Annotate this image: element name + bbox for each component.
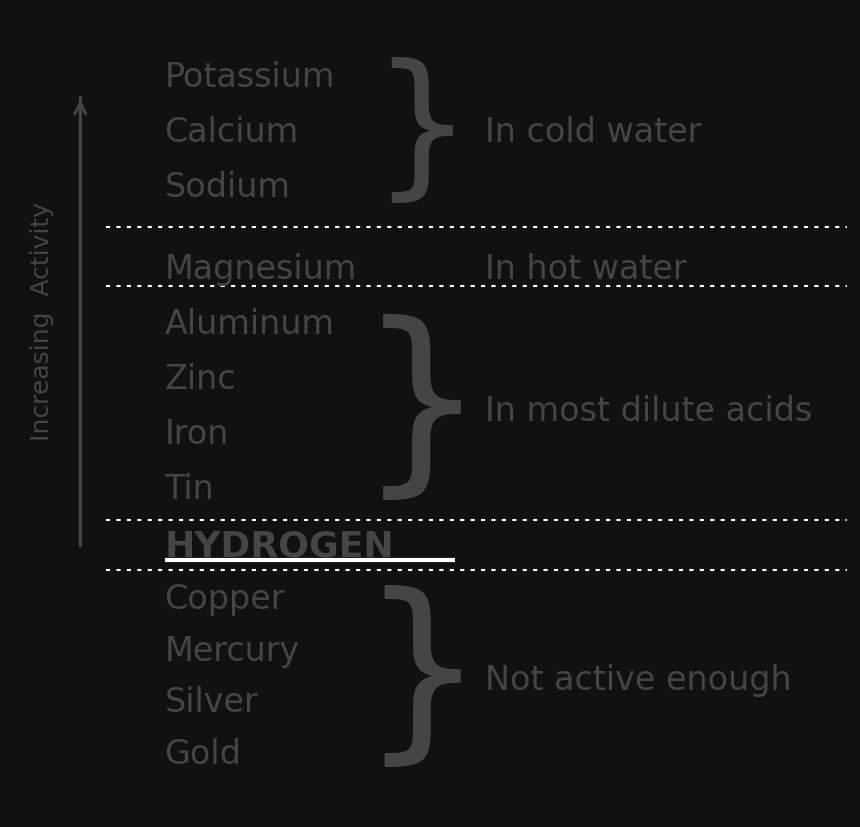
Text: Copper: Copper (164, 582, 285, 615)
Text: In most dilute acids: In most dilute acids (485, 394, 812, 428)
Text: Aluminum: Aluminum (164, 308, 335, 341)
Text: Iron: Iron (164, 418, 229, 451)
Text: Magnesium: Magnesium (164, 253, 357, 286)
Text: Tin: Tin (164, 472, 214, 505)
Text: In hot water: In hot water (485, 253, 686, 286)
Text: Not active enough: Not active enough (485, 663, 791, 696)
Text: Increasing  Activity: Increasing Activity (30, 202, 54, 441)
Text: Zinc: Zinc (164, 363, 236, 395)
Text: Potassium: Potassium (164, 60, 335, 93)
Text: Mercury: Mercury (164, 634, 300, 667)
Text: Calcium: Calcium (164, 116, 298, 148)
Text: }: } (359, 585, 484, 775)
Text: }: } (372, 57, 472, 211)
Text: Sodium: Sodium (164, 170, 291, 203)
Text: Silver: Silver (164, 686, 258, 719)
Text: }: } (358, 313, 486, 508)
Text: Gold: Gold (164, 737, 242, 770)
Text: In cold water: In cold water (485, 116, 701, 148)
Text: HYDROGEN: HYDROGEN (164, 528, 394, 562)
